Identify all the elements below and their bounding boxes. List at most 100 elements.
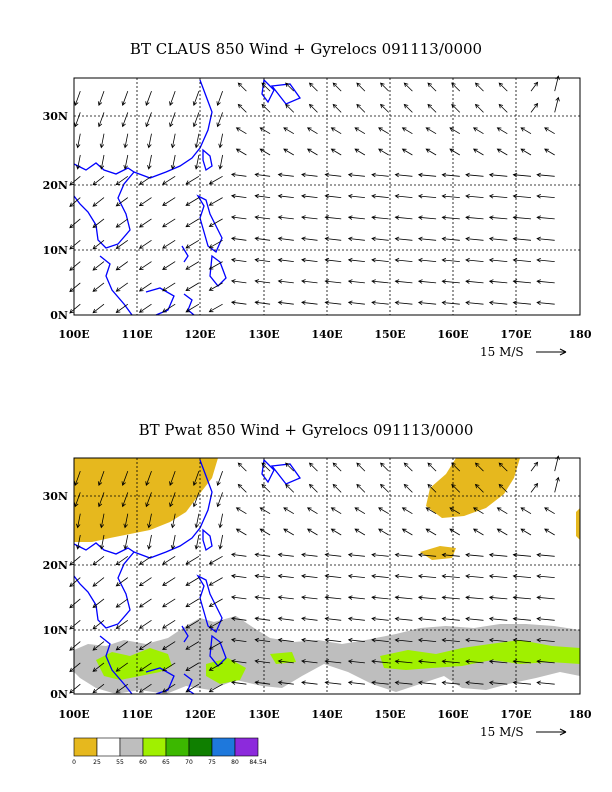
wind-vector-arrow (121, 492, 129, 508)
wind-vector-arrow (394, 215, 413, 220)
wind-vector-arrow (512, 637, 532, 643)
wind-vector-arrow (170, 534, 176, 550)
wind-vector-arrow (301, 215, 318, 220)
wind-vector-arrow (92, 218, 105, 229)
wind-vector-arrow (427, 483, 437, 493)
wind-vector-arrow (512, 236, 532, 242)
wind-vector-arrow (417, 194, 437, 199)
x-tick-160e: 160E (437, 708, 468, 721)
wind-vector-arrow (283, 127, 295, 135)
x-tick-120e: 120E (184, 708, 215, 721)
wind-vector-arrow (115, 598, 129, 608)
wind-vector-arrow (254, 680, 271, 685)
wind-vector-arrow (536, 172, 555, 178)
x-tick-110e: 110E (121, 328, 152, 341)
panel1-frame (73, 77, 581, 316)
wind-vector-arrow (324, 300, 342, 306)
wind-vector-arrow (417, 616, 437, 622)
wind-vector-arrow (449, 127, 461, 135)
wind-vector-arrow (536, 616, 555, 622)
wind-vector-arrow (162, 303, 176, 313)
wind-vector-arrow (97, 90, 105, 106)
wind-vector-arrow (208, 683, 223, 693)
wind-vector-arrow (441, 279, 460, 284)
wind-vector-arrow (401, 528, 413, 536)
wind-vector-arrow (441, 595, 460, 600)
wind-vector-arrow (401, 127, 413, 135)
y-tick-0n: 0N (50, 309, 68, 322)
wind-vector-arrow (488, 194, 508, 199)
wind-vector-arrow (230, 552, 247, 558)
x-tick-120e: 120E (184, 328, 215, 341)
wind-vector-arrow (354, 528, 366, 536)
wind-vector-arrow (394, 659, 413, 664)
colorbar-swatch-4 (165, 737, 190, 757)
wind-vector-arrow (185, 662, 200, 672)
wind-vector-arrow (218, 133, 223, 149)
wind-vector-arrow (185, 218, 200, 228)
wind-vector-arrow (218, 513, 223, 529)
wind-vector-arrow (324, 552, 342, 558)
wind-vector-arrow (208, 197, 223, 206)
wind-vector-arrow (162, 282, 176, 292)
wind-vector-arrow (138, 218, 152, 228)
wind-vector-arrow (185, 619, 200, 629)
wind-vector-arrow (512, 257, 532, 263)
wind-vector-arrow (216, 90, 223, 106)
y-tick-10n: 10N (43, 624, 68, 637)
wind-vector-arrow (99, 534, 105, 550)
wind-vector-arrow (536, 194, 555, 199)
wind-vector-arrow (69, 303, 81, 314)
wind-vector-arrow (69, 619, 81, 630)
wind-vector-arrow (230, 215, 247, 220)
wind-vector-arrow (347, 215, 365, 220)
wind-vector-arrow (237, 483, 247, 493)
x-tick-170e: 170E (500, 328, 531, 341)
wind-vector-arrow (69, 197, 81, 207)
colorbar-label-60: 60 (139, 759, 147, 766)
wind-vector-arrow (536, 680, 555, 686)
wind-vector-arrow (417, 257, 437, 263)
panel2-map (69, 455, 581, 695)
wind-vector-arrow (254, 616, 271, 622)
wind-vector-arrow (301, 236, 318, 242)
wind-vector-arrow (488, 172, 508, 178)
wind-vector-arrow (138, 641, 152, 651)
wind-vector-arrow (208, 577, 223, 586)
wind-vector-arrow (354, 507, 366, 515)
wind-vector-arrow (185, 239, 200, 249)
wind-vector-arrow (208, 303, 223, 313)
wind-vector-arrow (230, 300, 247, 305)
wind-vector-arrow (488, 300, 508, 306)
wind-vector-arrow (512, 279, 532, 284)
wind-vector-arrow (283, 507, 295, 515)
wind-vector-arrow (324, 236, 342, 242)
wind-vector-arrow (512, 680, 532, 686)
wind-vector-arrow (254, 172, 271, 178)
wind-vector-arrow (115, 261, 129, 271)
wind-vector-arrow (451, 462, 461, 472)
wind-vector-arrow (496, 148, 508, 156)
wind-vector-arrow (394, 300, 413, 306)
wind-vector-arrow (324, 680, 342, 686)
wind-vector-arrow (394, 595, 413, 600)
wind-vector-arrow (235, 148, 247, 156)
wind-vector-arrow (259, 528, 271, 536)
wind-vector-arrow (394, 257, 413, 263)
wind-vector-arrow (441, 680, 460, 686)
wind-vector-arrow (371, 637, 389, 643)
wind-vector-arrow (115, 683, 129, 693)
wind-vector-arrow (121, 112, 129, 128)
wind-vector-arrow (488, 637, 508, 643)
wind-vector-arrow (230, 659, 247, 664)
wind-vector-arrow (417, 680, 437, 686)
wind-vector-arrow (69, 239, 81, 250)
wind-vector-arrow (520, 507, 532, 515)
wind-vector-arrow (544, 507, 555, 515)
wind-vector-arrow (285, 483, 295, 493)
wind-vector-arrow (324, 637, 342, 643)
wind-vector-arrow (115, 619, 129, 629)
panel1-coastline (73, 78, 301, 316)
wind-vector-arrow (169, 90, 176, 106)
vector-scale-label: 15 M/S (480, 725, 524, 739)
